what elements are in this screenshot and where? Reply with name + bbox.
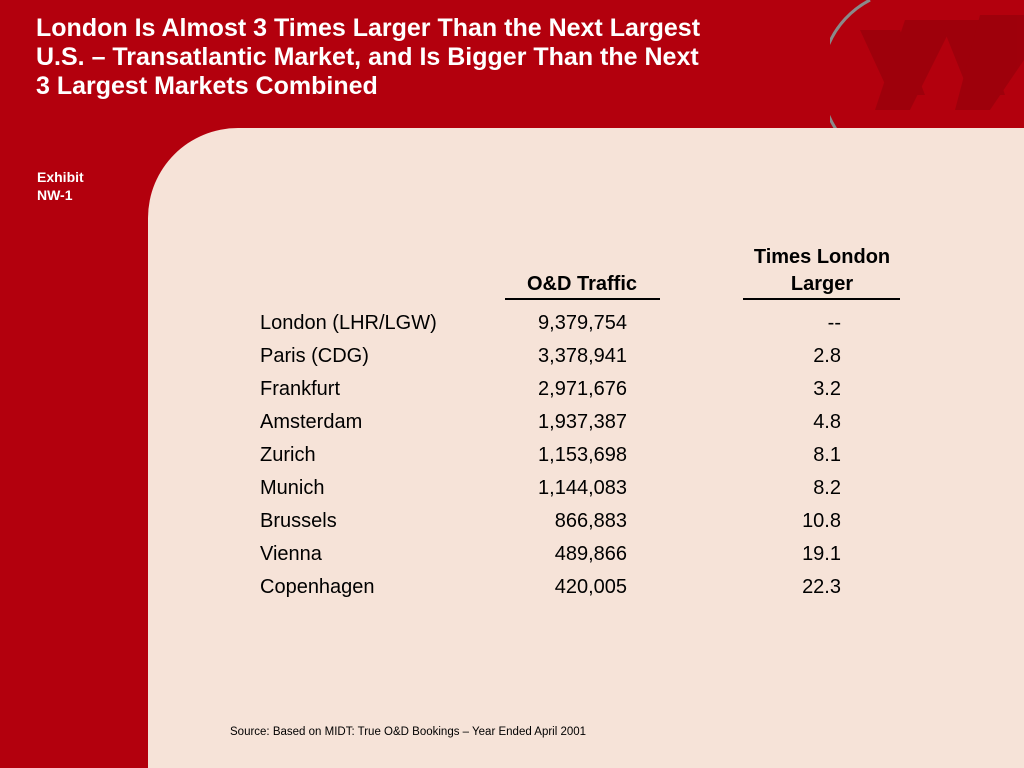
traffic-cell: 1,937,387 (538, 411, 627, 433)
traffic-cell: 3,378,941 (538, 345, 627, 367)
times-larger-cell: 2.8 (813, 345, 841, 367)
header-underline-times (743, 298, 900, 300)
traffic-cell: 420,005 (554, 576, 627, 598)
times-larger-cell: 8.2 (813, 477, 841, 499)
times-larger-cell: 4.8 (813, 411, 841, 433)
title-line: London Is Almost 3 Times Larger Than the… (36, 14, 701, 42)
table-row: Brussels 866,883 10.8 (0, 506, 1024, 539)
market-cell: Vienna (260, 543, 322, 565)
header-times-line2: Larger (790, 273, 854, 295)
market-cell: London (LHR/LGW) (260, 312, 437, 334)
header-times-line1: Times London (753, 246, 891, 268)
header-times-london-larger: Times London Larger (740, 244, 904, 298)
traffic-cell: 1,144,083 (538, 477, 627, 499)
exhibit-label: Exhibit NW-1 (37, 168, 137, 204)
market-cell: Frankfurt (260, 378, 341, 400)
times-larger-cell: 22.3 (802, 576, 841, 598)
market-cell: Copenhagen (260, 576, 375, 598)
table-row: London (LHR/LGW) 9,379,754 -- (0, 308, 1024, 341)
exhibit-text: Exhibit (37, 169, 84, 185)
market-table: London (LHR/LGW) 9,379,754 -- Paris (CDG) 3,… (0, 308, 1024, 605)
table-row: Munich 1,144,083 8.2 (0, 473, 1024, 506)
traffic-cell: 2,971,676 (538, 378, 627, 400)
market-cell: Paris (CDG) (260, 345, 369, 367)
times-larger-cell: 10.8 (802, 510, 841, 532)
traffic-cell: 9,379,754 (538, 312, 627, 334)
source-note: Source: Based on MIDT: True O&D Bookings… (230, 726, 587, 738)
title-line: 3 Largest Markets Combined (36, 72, 378, 100)
market-cell: Brussels (260, 510, 337, 532)
times-larger-cell: -- (827, 312, 841, 334)
slide-title: London Is Almost 3 Times Larger Than the… (36, 14, 836, 101)
content-panel (148, 128, 1024, 768)
table-row: Vienna 489,866 19.1 (0, 539, 1024, 572)
table-row: Frankfurt 2,971,676 3.2 (0, 374, 1024, 407)
market-cell: Munich (260, 477, 325, 499)
header-od-traffic: O&D Traffic (526, 273, 638, 295)
times-larger-cell: 3.2 (813, 378, 841, 400)
traffic-cell: 1,153,698 (538, 444, 627, 466)
title-line: U.S. – Transatlantic Market, and Is Bigg… (36, 43, 699, 71)
traffic-cell: 489,866 (554, 543, 627, 565)
table-row: Amsterdam 1,937,387 4.8 (0, 407, 1024, 440)
table-row: Copenhagen 420,005 22.3 (0, 572, 1024, 605)
table-row: Paris (CDG) 3,378,941 2.8 (0, 341, 1024, 374)
market-cell: Zurich (260, 444, 316, 466)
table-row: Zurich 1,153,698 8.1 (0, 440, 1024, 473)
traffic-cell: 866,883 (554, 510, 627, 532)
times-larger-cell: 8.1 (813, 444, 841, 466)
times-larger-cell: 19.1 (802, 543, 841, 565)
exhibit-id: NW-1 (37, 187, 73, 203)
market-cell: Amsterdam (260, 411, 363, 433)
header-underline-traffic (505, 298, 660, 300)
